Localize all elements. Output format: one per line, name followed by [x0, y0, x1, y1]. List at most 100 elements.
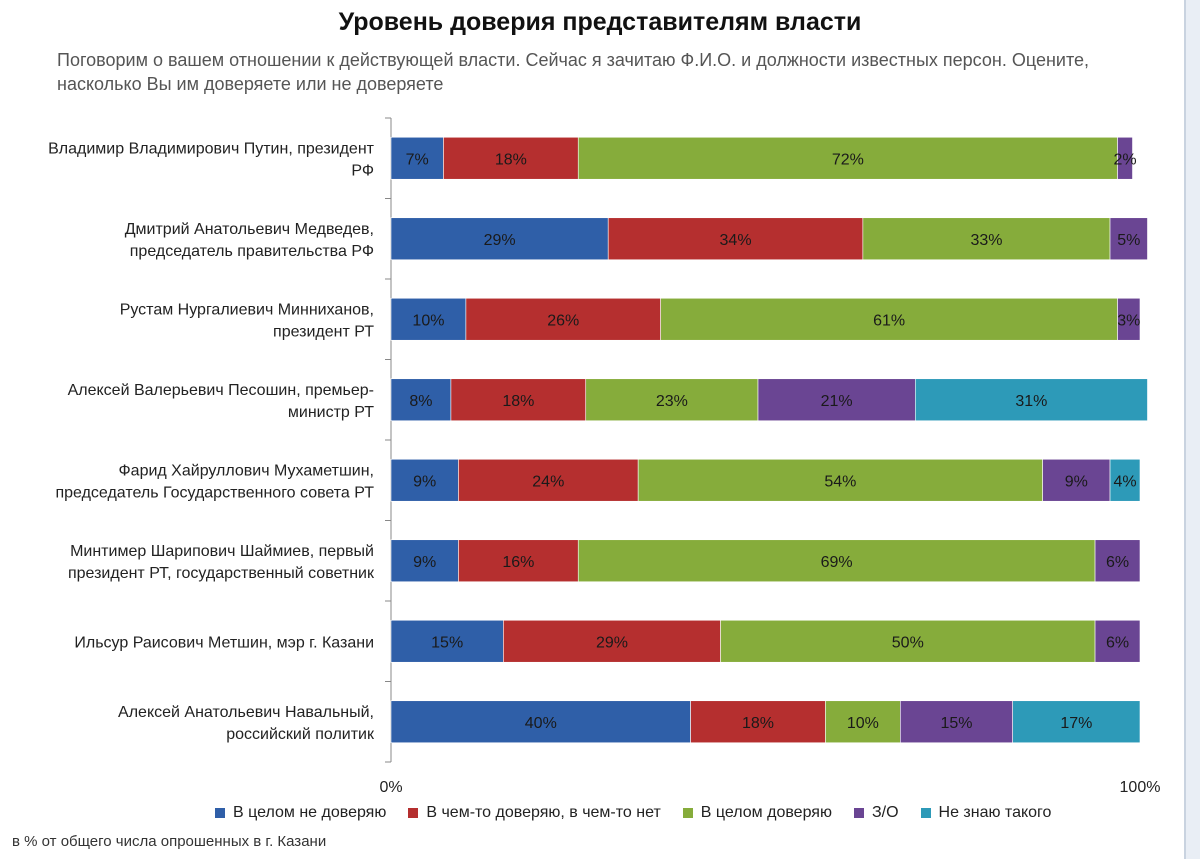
category-label: президент РТ — [273, 323, 374, 340]
data-label: 50% — [892, 634, 924, 651]
bar-segment — [443, 136, 579, 180]
category-label: Рустам Нургалиевич Минниханов, — [120, 301, 374, 318]
bar-segment — [757, 378, 916, 422]
legend-label: З/О — [871, 804, 899, 821]
data-label: 10% — [412, 312, 444, 329]
bar-segment — [458, 458, 639, 502]
data-label: 15% — [431, 634, 463, 651]
data-label: 18% — [742, 715, 774, 732]
bar-segment — [660, 297, 1118, 341]
bar-segment — [390, 700, 691, 744]
bar-segment — [1012, 700, 1141, 744]
legend-swatch — [682, 808, 693, 818]
chart-title: Уровень доверия представителям власти — [338, 8, 862, 36]
data-label: 29% — [484, 232, 516, 249]
bar-segment — [720, 619, 1096, 663]
data-label: 5% — [1117, 232, 1140, 249]
category-label: президент РТ, государственный советник — [68, 565, 375, 582]
legend-label: В чем-то доверяю, в чем-то нет — [426, 804, 661, 821]
bar-segment — [585, 378, 759, 422]
category-label: Дмитрий Анатольевич Медведев, — [125, 221, 374, 238]
data-label: 54% — [824, 473, 856, 490]
category-label: Владимир Владимирович Путин, президент — [48, 140, 375, 157]
data-label: 9% — [413, 473, 436, 490]
bar-segment — [914, 378, 1148, 422]
legend-item: З/О — [853, 804, 899, 822]
data-label: 6% — [1106, 634, 1129, 651]
bar-segment — [1117, 297, 1141, 341]
footnote: в % от общего числа опрошенных в г. Каза… — [12, 833, 327, 850]
bar-segment — [690, 700, 826, 744]
bar-segment — [862, 217, 1111, 261]
legend-item: В целом не доверяю — [215, 804, 386, 822]
legend-item: В целом доверяю — [682, 804, 832, 822]
legend-label: Не знаю такого — [938, 804, 1052, 821]
data-label: 31% — [1015, 393, 1047, 410]
data-label: 26% — [547, 312, 579, 329]
bar-segment — [450, 378, 587, 422]
bar-segment — [390, 458, 459, 502]
category-label: Алексей Валерьевич Песошин, премьер- — [68, 382, 374, 399]
x-tick-label: 100% — [1120, 779, 1161, 796]
data-label: 6% — [1106, 554, 1129, 571]
category-label: российский политик — [226, 726, 375, 743]
category-label: председатель Государственного совета РТ — [55, 484, 374, 501]
chart-subtitle: Поговорим о вашем отношении к действующе… — [57, 50, 1090, 94]
x-tick-label: 0% — [379, 779, 402, 796]
bar-segment — [900, 700, 1013, 744]
data-label: 3% — [1117, 312, 1140, 329]
bar-segment — [1042, 458, 1111, 502]
legend-swatch — [920, 808, 931, 818]
data-label: 24% — [532, 473, 564, 490]
data-label: 16% — [502, 554, 534, 571]
bar-segment — [503, 619, 721, 663]
data-label: 72% — [832, 151, 864, 168]
bar-segment — [390, 539, 459, 583]
category-label: Минтимер Шарипович Шаймиев, первый — [70, 543, 374, 560]
data-label: 21% — [821, 393, 853, 410]
bar-segment — [1109, 217, 1148, 261]
category-label: министр РТ — [288, 404, 374, 421]
category-label: Ильсур Раисович Метшин, мэр г. Казани — [74, 634, 374, 651]
data-label: 8% — [409, 393, 432, 410]
legend-label: В целом доверяю — [700, 804, 832, 821]
data-label: 7% — [406, 151, 429, 168]
legend-label: В целом не доверяю — [233, 804, 387, 821]
legend-item: Не знаю такого — [920, 804, 1052, 822]
data-label: 29% — [596, 634, 628, 651]
bar-segment — [637, 458, 1043, 502]
legend-swatch — [215, 808, 225, 818]
data-label: 18% — [502, 393, 534, 410]
data-label: 61% — [873, 312, 905, 329]
data-label: 34% — [720, 232, 752, 249]
legend: В целом не доверяю В чем-то доверяю, в че… — [215, 804, 1051, 822]
bar-segment — [1109, 458, 1141, 502]
bar-segment — [390, 619, 504, 663]
legend-swatch — [853, 808, 864, 818]
data-label: 9% — [1065, 473, 1088, 490]
data-label: 23% — [656, 393, 688, 410]
bar-segment — [607, 217, 864, 261]
bar-segment — [458, 539, 579, 583]
bar-segment — [1094, 619, 1141, 663]
data-label: 2% — [1113, 151, 1136, 168]
bar-segment — [825, 700, 901, 744]
legend-swatch — [408, 808, 419, 818]
data-label: 17% — [1060, 715, 1092, 732]
category-label: Фарид Хайруллович Мухаметшин, — [119, 462, 375, 479]
data-label: 18% — [495, 151, 527, 168]
bar-segment — [465, 297, 661, 341]
category-label: РФ — [351, 162, 374, 179]
legend-item: В чем-то доверяю, в чем-то нет — [408, 804, 661, 822]
data-label: 33% — [970, 232, 1002, 249]
window-edge — [1184, 0, 1200, 859]
data-label: 9% — [413, 554, 436, 571]
bar-segment — [390, 378, 452, 422]
bar-segment — [1117, 136, 1133, 180]
data-label: 15% — [940, 715, 972, 732]
category-label: Алексей Анатольевич Навальный, — [118, 704, 374, 721]
bar-segment — [390, 297, 467, 341]
data-label: 40% — [525, 715, 557, 732]
bar-segment — [1094, 539, 1141, 583]
